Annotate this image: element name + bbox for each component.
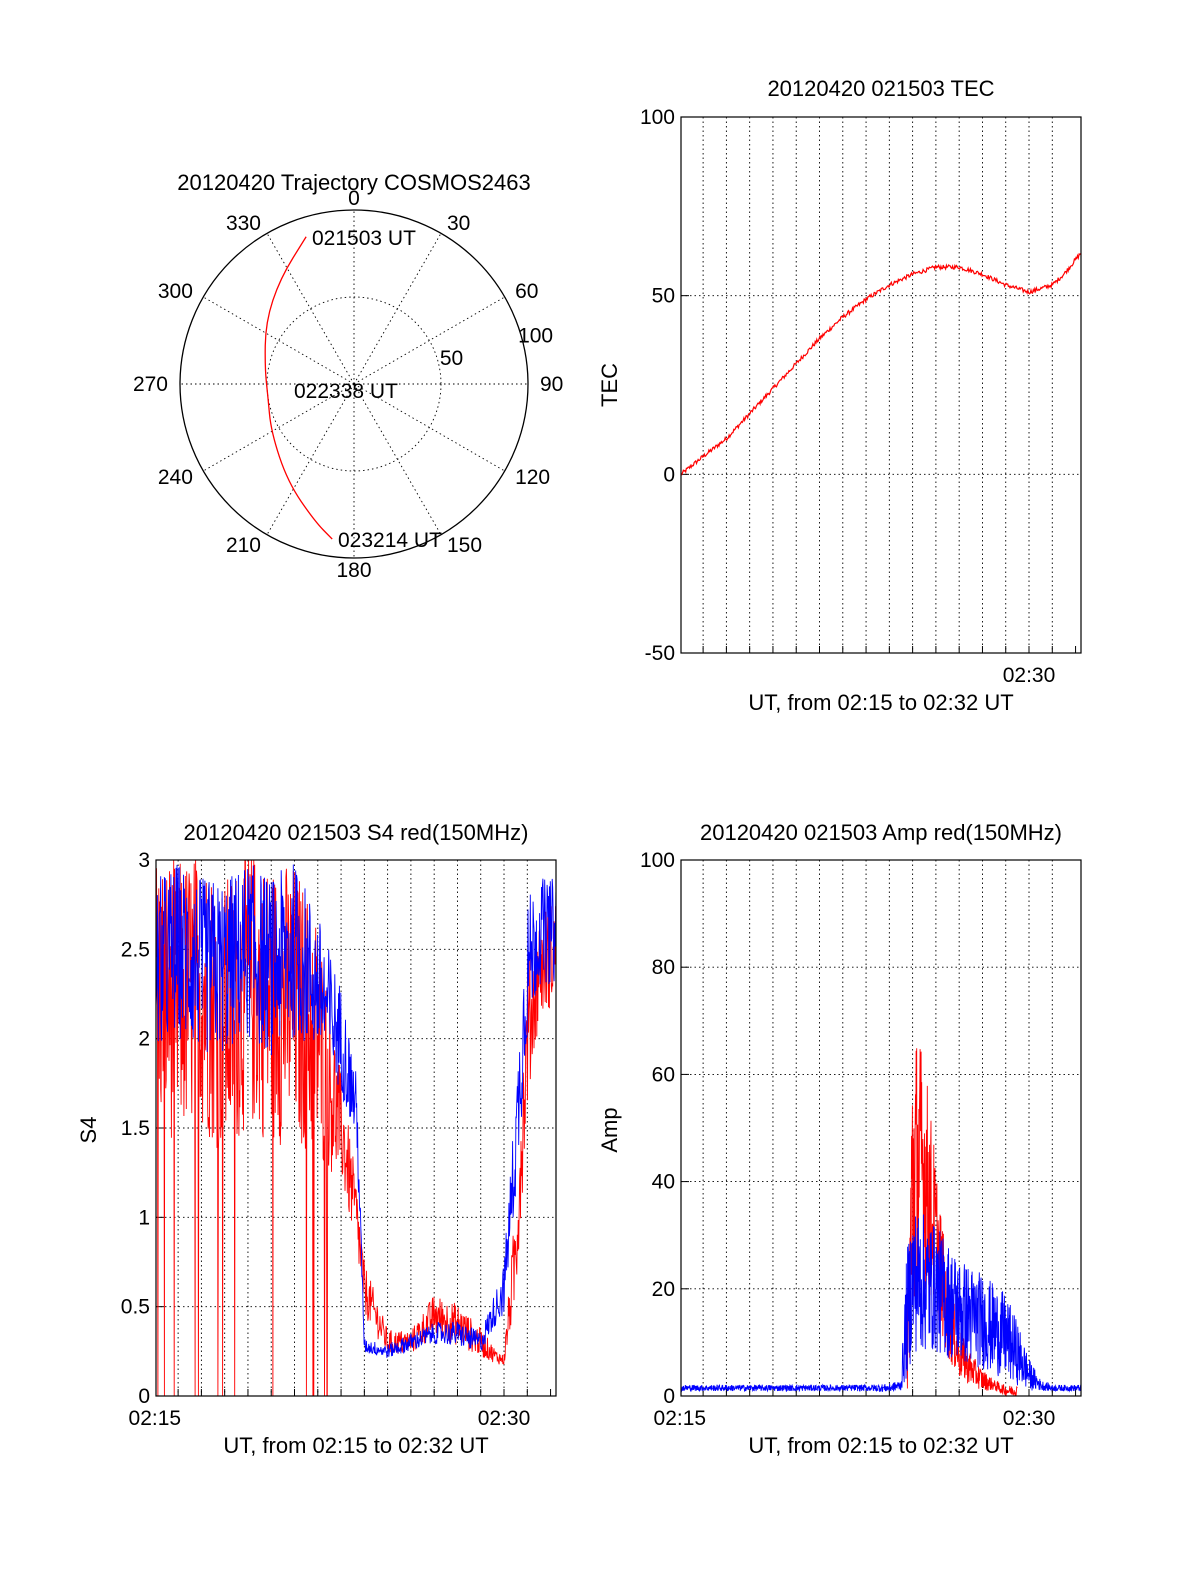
s4-xtick-label: 02:15 <box>129 1407 182 1430</box>
amp-ytick-label: 60 <box>652 1063 675 1086</box>
s4-ytick-label: 0 <box>138 1385 150 1408</box>
polar-angle-label: 210 <box>226 534 261 557</box>
amp-xtick-label: 02:30 <box>1003 1407 1056 1430</box>
polar-spoke <box>203 296 355 385</box>
polar-spoke <box>353 383 505 472</box>
amp-x-tick-labels: 02:15 02:30 <box>654 1407 1056 1430</box>
annotation-end-time: 023214 UT <box>338 529 442 552</box>
tec-y-tick-labels: -50 0 50 100 <box>640 106 675 665</box>
tec-ytick-label: 0 <box>663 463 675 486</box>
tec-xlabel: UT, from 02:15 to 02:32 UT <box>748 690 1013 715</box>
amp-ylabel: Amp <box>597 1107 622 1152</box>
amp-plot: 20120420 021503 Amp red(150MHz) 0 20 40 60 8… <box>597 820 1082 1458</box>
s4-plot: 20120420 021503 S4 red(150MHz) 0 0.5 1 1.5 2… <box>76 820 557 1458</box>
tec-x-tick-labels: 02:30 <box>1003 664 1056 687</box>
tec-series <box>680 252 1082 476</box>
s4-title: 20120420 021503 S4 red(150MHz) <box>184 820 529 845</box>
s4-xtick-label: 02:30 <box>478 1407 531 1430</box>
s4-ytick-label: 2 <box>138 1028 150 1051</box>
polar-spoke <box>353 383 442 535</box>
polar-spoke <box>266 233 355 385</box>
polar-radial-label: 100 <box>518 324 553 347</box>
tec-title: 20120420 021503 TEC <box>767 76 994 101</box>
annotation-start-time: 021503 UT <box>312 227 416 250</box>
polar-outer-circle <box>179 209 529 559</box>
s4-series <box>155 859 557 1397</box>
s4-ytick-label: 1 <box>138 1206 150 1229</box>
polar-angle-label: 240 <box>158 466 193 489</box>
polar-angle-label: 0 <box>348 187 360 210</box>
tec-ytick-label: -50 <box>645 642 675 665</box>
tec-series-red <box>680 252 1082 476</box>
s4-y-tick-labels: 0 0.5 1 1.5 2 2.5 3 <box>121 849 150 1408</box>
s4-ytick-label: 2.5 <box>121 938 150 961</box>
tec-grid <box>681 116 1081 654</box>
amp-frame <box>680 859 1082 1397</box>
amp-series <box>680 1048 1082 1397</box>
s4-grid <box>156 859 556 1397</box>
amp-ytick-label: 80 <box>652 956 675 979</box>
polar-radial-labels: 50 100 <box>440 324 553 370</box>
s4-ytick-label: 3 <box>138 849 150 872</box>
amp-xlabel: UT, from 02:15 to 02:32 UT <box>748 1433 1013 1458</box>
amp-ytick-label: 40 <box>652 1171 675 1194</box>
polar-angle-label: 30 <box>447 212 470 235</box>
polar-title: 20120420 Trajectory COSMOS2463 <box>177 170 530 195</box>
polar-trajectory-plot: 20120420 Trajectory COSMOS2463 0 30 60 90 12… <box>133 170 563 582</box>
s4-ylabel: S4 <box>76 1117 101 1144</box>
polar-angle-label: 120 <box>515 466 550 489</box>
polar-spoke <box>203 383 355 472</box>
amp-series-blue <box>680 1214 1082 1393</box>
tec-ytick-label: 50 <box>652 285 675 308</box>
tec-ylabel: TEC <box>597 363 622 407</box>
amp-ytick-label: 0 <box>663 1385 675 1408</box>
s4-frame <box>155 859 557 1397</box>
annotation-mid-time: 022338 UT <box>294 380 398 403</box>
tec-ytick-label: 100 <box>640 106 675 129</box>
polar-angle-label: 60 <box>515 280 538 303</box>
tec-frame <box>680 116 1082 654</box>
amp-xtick-label: 02:15 <box>654 1407 707 1430</box>
polar-angle-label: 330 <box>226 212 261 235</box>
s4-series-red <box>155 859 557 1397</box>
amp-ytick-label: 20 <box>652 1278 675 1301</box>
amp-ytick-label: 100 <box>640 849 675 872</box>
s4-series-blue <box>155 864 557 1358</box>
amp-y-tick-labels: 0 20 40 60 80 100 <box>640 849 675 1408</box>
polar-angle-labels: 0 30 60 90 120 150 180 210 240 270 300 330 <box>133 187 563 582</box>
polar-angle-label: 90 <box>540 373 563 396</box>
s4-ytick-label: 1.5 <box>121 1117 150 1140</box>
polar-angle-label: 150 <box>447 534 482 557</box>
polar-spoke <box>266 383 355 535</box>
amp-title: 20120420 021503 Amp red(150MHz) <box>700 820 1062 845</box>
tec-xtick-label: 02:30 <box>1003 664 1056 687</box>
amp-grid <box>681 859 1081 1397</box>
s4-xlabel: UT, from 02:15 to 02:32 UT <box>223 1433 488 1458</box>
polar-spoke <box>353 233 442 385</box>
s4-x-tick-labels: 02:15 02:30 <box>129 1407 531 1430</box>
s4-ytick-label: 0.5 <box>121 1296 150 1319</box>
polar-angle-label: 180 <box>336 559 371 582</box>
polar-spoke <box>353 296 505 385</box>
polar-angle-label: 300 <box>158 280 193 303</box>
polar-radial-label: 50 <box>440 347 463 370</box>
polar-angle-label: 270 <box>133 373 168 396</box>
trajectory-line <box>264 236 333 540</box>
